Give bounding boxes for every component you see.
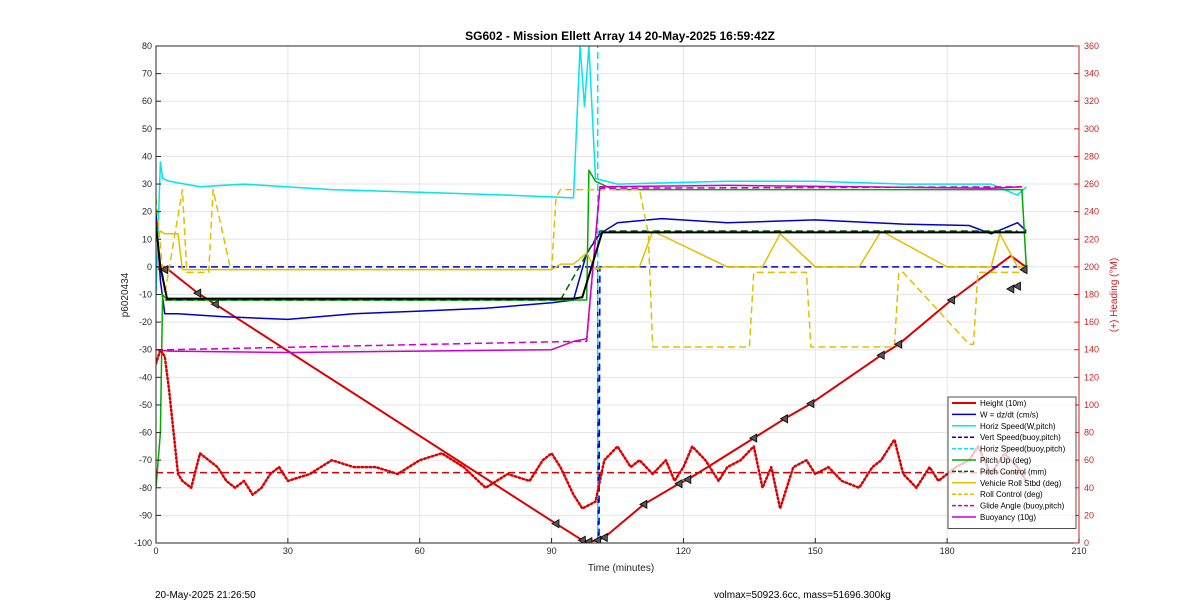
y-right-tick-label: 200 [1084, 262, 1099, 272]
y-tick-label: 40 [142, 151, 152, 161]
y-tick-label: 10 [142, 234, 152, 244]
height-marker [1019, 264, 1028, 275]
y-tick-label: 70 [142, 69, 152, 79]
height-marker [748, 433, 758, 443]
y-right-tick-label: 300 [1084, 124, 1099, 134]
legend-label: Glide Angle (buoy,pitch) [980, 502, 1065, 511]
legend-label: Pitch Up (deg) [980, 456, 1031, 465]
y-axis-label: p6020434 [120, 272, 131, 317]
height-marker [584, 536, 593, 543]
height-marker [779, 414, 788, 424]
y-tick-label: -100 [134, 538, 152, 548]
y-tick-label: -50 [139, 400, 152, 410]
x-tick-label: 90 [547, 546, 557, 556]
y-right-tick-label: 280 [1084, 151, 1099, 161]
x-tick-label: 30 [283, 546, 293, 556]
legend-label: Vert Speed(buoy,pitch) [980, 433, 1061, 442]
y-right-tick-label: 100 [1084, 400, 1099, 410]
y-tick-label: -40 [139, 372, 152, 382]
legend-label: Horiz Speed(buoy,pitch) [980, 445, 1066, 454]
height-marker [1012, 281, 1021, 291]
footer-timestamp: 20-May-2025 21:26:50 [155, 590, 256, 601]
height-marker [1006, 284, 1015, 294]
y-tick-label: -10 [139, 290, 152, 300]
series-line-8 [156, 188, 1027, 348]
height-marker [639, 499, 648, 510]
series-line-9 [156, 186, 1022, 351]
height-marker [577, 535, 586, 543]
series-line-1 [156, 211, 1027, 321]
y-right-tick-label: 20 [1084, 510, 1094, 520]
series-line-6 [164, 230, 1018, 301]
series-line-7 [156, 230, 1027, 271]
legend-label: Vehicle Roll Stbd (deg) [980, 479, 1062, 488]
y-right-tick-label: 220 [1084, 234, 1099, 244]
legend-label: Buoyancy (10g) [980, 513, 1036, 522]
x-tick-label: 60 [415, 546, 425, 556]
y-right-tick-label: 60 [1084, 455, 1094, 465]
y-right-tick-label: 180 [1084, 290, 1099, 300]
height-marker [551, 518, 560, 529]
y-tick-label: -90 [139, 510, 152, 520]
y-right-tick-label: 0 [1084, 538, 1089, 548]
height-marker [674, 478, 683, 489]
height-marker [876, 350, 885, 360]
axes: 0 30 60 90 120 150 180 210-100-90-80-70-60-50-4… [134, 41, 1099, 556]
legend-box [947, 396, 1077, 529]
y-right-tick-label: 260 [1084, 179, 1099, 189]
y-tick-label: 0 [147, 262, 152, 272]
y-right-tick-label: 80 [1084, 428, 1094, 438]
footer-stats: volmax=50923.6cc, mass=51696.300kg [714, 590, 891, 601]
x-tick-label: 150 [808, 546, 823, 556]
legend-label: Pitch Control (mm) [980, 467, 1047, 476]
y-right-tick-label: 240 [1084, 207, 1099, 217]
y-tick-label: 30 [142, 179, 152, 189]
legend-label: Height (10m) [980, 399, 1027, 408]
series-line-2 [156, 46, 1027, 295]
height-marker [599, 532, 608, 543]
series-line-3 [156, 266, 1027, 543]
y-right-tick-label: 140 [1084, 345, 1099, 355]
height-marker [159, 264, 169, 275]
height-marker [210, 299, 219, 309]
chart-title: SG602 - Mission Ellett Array 14 20-May-2… [465, 29, 775, 43]
legend-label: W = dz/dt (cm/s) [980, 410, 1039, 419]
height-marker [806, 398, 815, 409]
x-axis-label: Time (minutes) [588, 563, 654, 574]
y-axis-right-label: (+) Heading (°M) [1109, 258, 1120, 332]
legend-label: Horiz Speed(W,pitch) [980, 422, 1056, 431]
grid-lines [155, 45, 1080, 544]
height-marker [893, 339, 903, 349]
y-tick-label: -20 [139, 317, 152, 327]
x-tick-label: 180 [940, 546, 955, 556]
height-marker [592, 535, 602, 543]
height-marker [192, 288, 202, 298]
y-right-tick-label: 120 [1084, 372, 1099, 382]
x-tick-label: 120 [676, 546, 691, 556]
y-right-tick-label: 340 [1084, 69, 1099, 79]
legend-label: Roll Control (deg) [980, 490, 1043, 499]
series-line-5 [156, 169, 1028, 488]
height-marker [946, 295, 955, 305]
legend: Height (10m) W = dz/dt (cm/s) Horiz Speed(… [947, 396, 1077, 529]
y-tick-label: 20 [142, 207, 152, 217]
y-tick-label: -30 [139, 345, 152, 355]
series-line-10 [156, 184, 1022, 354]
y-tick-label: 50 [142, 124, 152, 134]
y-tick-label: 80 [142, 41, 152, 51]
y-right-tick-label: 160 [1084, 317, 1099, 327]
y-right-tick-label: 40 [1084, 483, 1094, 493]
x-tick-label: 210 [1071, 546, 1086, 556]
y-right-tick-label: 320 [1084, 96, 1099, 106]
y-right-tick-label: 360 [1084, 41, 1099, 51]
y-tick-label: 60 [142, 96, 152, 106]
y-tick-label: -70 [139, 455, 152, 465]
x-tick-label: 0 [153, 546, 158, 556]
y-tick-label: -60 [139, 428, 152, 438]
series-line-12 [156, 348, 1028, 510]
height-marker [683, 474, 692, 485]
y-tick-label: -80 [139, 483, 152, 493]
